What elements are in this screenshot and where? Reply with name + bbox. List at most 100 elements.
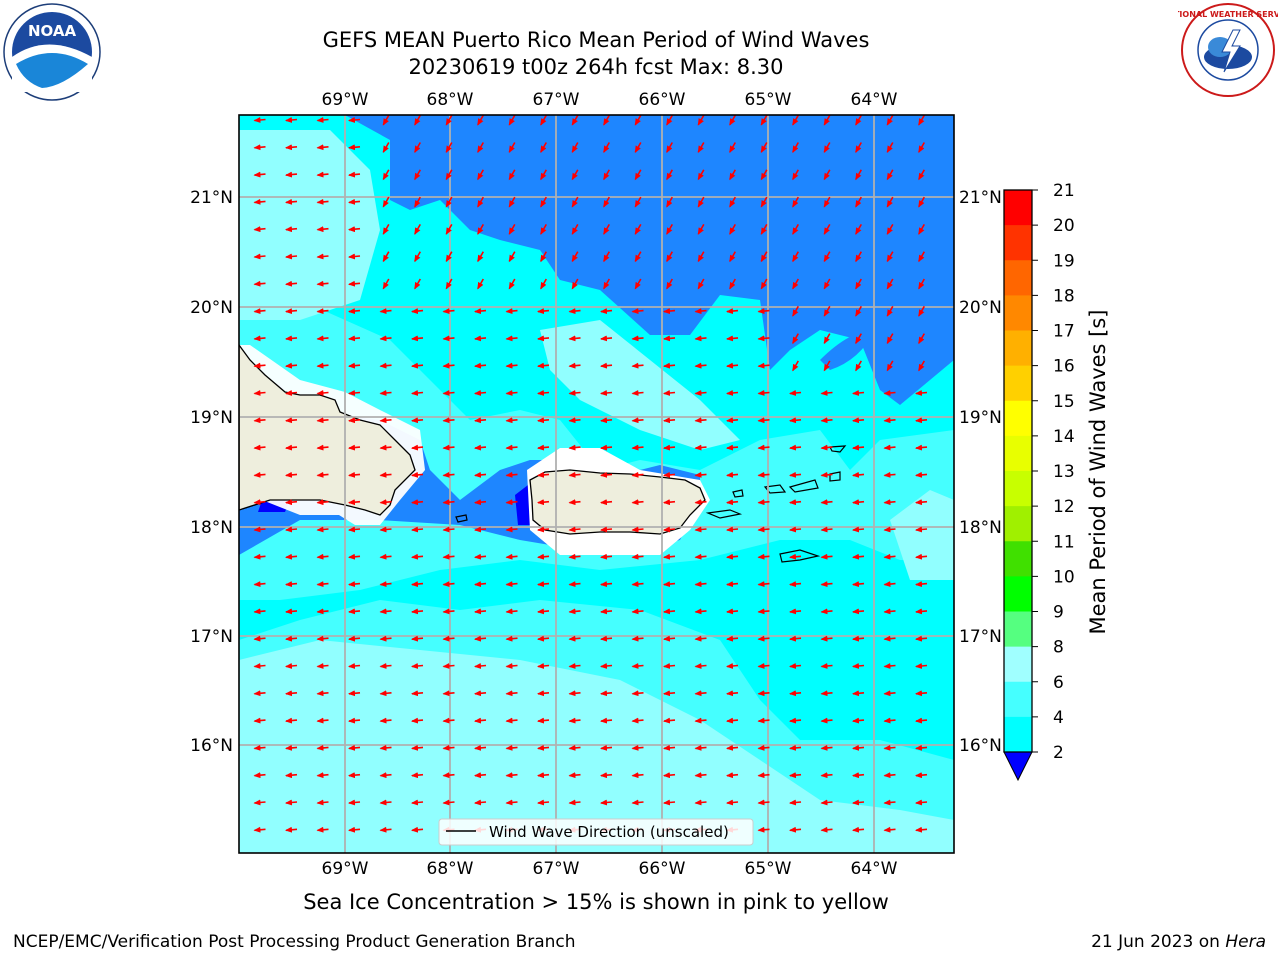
wind-wave-arrow <box>760 115 768 126</box>
wind-wave-arrow <box>757 635 770 642</box>
colorbar-tick-label: 4 <box>1053 708 1064 728</box>
wind-wave-arrow <box>600 662 613 669</box>
wind-wave-arrow <box>537 471 550 478</box>
wind-wave-arrow <box>442 717 455 724</box>
wind-wave-arrow <box>726 389 739 396</box>
wind-wave-arrow <box>729 142 736 153</box>
wind-wave-arrow <box>915 608 928 615</box>
colorbar-segment <box>1004 681 1032 718</box>
wind-wave-arrow <box>694 417 707 424</box>
wind-wave-arrow <box>285 308 298 315</box>
wind-wave-arrow <box>852 499 865 506</box>
wind-wave-arrow <box>537 662 550 669</box>
wind-wave-arrow <box>757 799 770 806</box>
wind-wave-arrow <box>285 471 298 478</box>
wind-wave-arrow <box>568 499 581 506</box>
wind-wave-arrow <box>382 115 390 126</box>
wind-wave-arrow <box>820 499 833 506</box>
wind-wave-arrow <box>348 635 361 642</box>
wind-wave-arrow <box>823 169 831 181</box>
wind-wave-arrow <box>285 662 298 669</box>
wind-wave-arrow <box>568 799 581 806</box>
lon-label-top: 65°W <box>745 90 792 110</box>
wind-wave-arrow <box>568 772 581 779</box>
wind-wave-arrow <box>414 169 421 181</box>
wind-wave-arrow <box>316 717 329 724</box>
wind-wave-arrow <box>631 499 644 506</box>
wind-wave-arrow <box>631 335 644 342</box>
wind-wave-arrow <box>316 608 329 615</box>
wind-wave-arrow <box>852 608 865 615</box>
wind-wave-arrow <box>789 581 802 588</box>
wind-wave-arrow <box>285 635 298 642</box>
wind-wave-arrow <box>820 581 833 588</box>
wind-wave-arrow <box>600 690 613 697</box>
wind-wave-arrow <box>757 335 770 342</box>
wind-wave-arrow <box>631 389 644 396</box>
wind-wave-arrow <box>886 251 894 263</box>
wind-wave-arrow <box>666 142 673 153</box>
wind-wave-arrow <box>820 635 833 642</box>
wind-wave-arrow <box>792 196 799 208</box>
wind-wave-arrow <box>537 717 550 724</box>
wind-wave-arrow <box>600 608 613 615</box>
colorbar-segment <box>1004 541 1032 577</box>
wind-wave-arrow <box>442 526 455 533</box>
wind-wave-arrow <box>729 278 736 290</box>
wind-wave-arrow <box>285 444 298 451</box>
wind-wave-arrow <box>442 744 455 751</box>
wind-wave-arrow <box>820 471 833 478</box>
wind-wave-arrow <box>631 553 644 560</box>
wind-wave-arrow <box>915 744 928 751</box>
wind-wave-arrow <box>253 581 266 588</box>
wind-wave-arrow <box>697 278 705 290</box>
wind-wave-arrow <box>442 308 455 315</box>
colorbar-tick-label: 6 <box>1053 673 1064 693</box>
wind-wave-arrow <box>537 444 550 451</box>
wind-wave-arrow <box>568 608 581 615</box>
wind-wave-arrow <box>726 553 739 560</box>
wind-wave-arrow <box>414 142 421 153</box>
wind-wave-arrow <box>666 251 673 263</box>
wind-wave-arrow <box>823 251 831 263</box>
wind-wave-arrow <box>915 553 928 560</box>
colorbar-segment <box>1004 611 1032 648</box>
wind-wave-arrow <box>571 115 579 126</box>
wind-wave-arrow <box>379 362 392 369</box>
lon-label-top: 64°W <box>851 90 898 110</box>
wind-wave-arrow <box>568 690 581 697</box>
wind-wave-arrow <box>445 196 453 208</box>
lat-label-right: 20°N <box>959 298 1002 318</box>
wind-wave-arrow <box>540 196 547 208</box>
wind-wave-arrow <box>694 772 707 779</box>
lon-label-bottom: 67°W <box>533 859 580 879</box>
colorbar-tick-label: 17 <box>1053 322 1075 342</box>
wind-wave-arrow <box>726 635 739 642</box>
wind-wave-arrow <box>886 169 894 181</box>
wind-wave-arrow <box>379 335 392 342</box>
wind-wave-arrow <box>285 253 298 260</box>
wind-wave-arrow <box>474 499 487 506</box>
wind-wave-arrow <box>600 526 613 533</box>
wind-wave-arrow <box>474 335 487 342</box>
wind-wave-arrow <box>285 362 298 369</box>
wind-wave-arrow <box>253 389 266 396</box>
wind-wave-arrow <box>316 499 329 506</box>
wind-wave-arrow <box>855 115 862 126</box>
wind-wave-arrow <box>285 826 298 833</box>
wind-wave-arrow <box>883 471 896 478</box>
wind-wave-arrow <box>820 717 833 724</box>
wind-wave-arrow <box>915 690 928 697</box>
wind-wave-arrow <box>474 362 487 369</box>
wind-wave-arrow <box>411 717 424 724</box>
wind-wave-arrow <box>505 608 518 615</box>
wind-wave-arrow <box>883 608 896 615</box>
wind-wave-arrow <box>285 717 298 724</box>
wind-wave-arrow <box>886 333 894 345</box>
wind-wave-arrow <box>474 417 487 424</box>
wind-wave-arrow <box>915 526 928 533</box>
wind-wave-arrow <box>382 278 390 290</box>
wind-wave-arrow <box>537 362 550 369</box>
wind-wave-arrow <box>508 278 516 290</box>
